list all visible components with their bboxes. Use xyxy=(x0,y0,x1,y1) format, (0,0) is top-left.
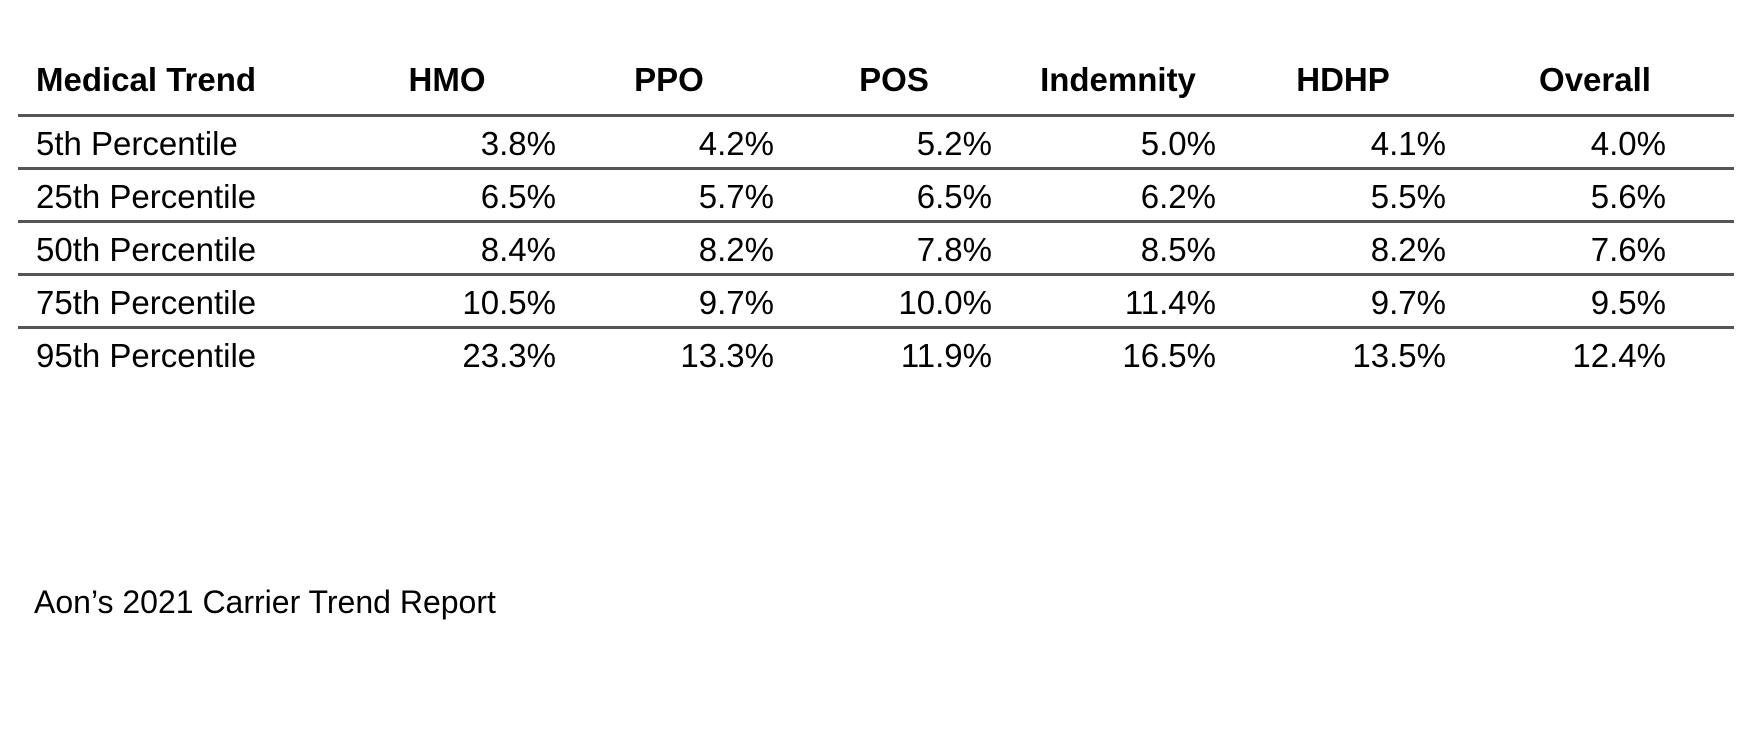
medical-trend-table-container: Medical Trend HMO PPO POS Indemnity HDHP… xyxy=(18,52,1734,380)
cell-indemnity: 5.0% xyxy=(1006,115,1230,170)
cell-hmo: 23.3% xyxy=(462,337,556,375)
header-overall: Overall xyxy=(1456,52,1734,117)
row-label: 50th Percentile xyxy=(18,221,338,276)
cell-hdhp: 5.5% xyxy=(1230,168,1456,223)
cell-overall: 5.6% xyxy=(1456,168,1734,223)
source-caption: Aon’s 2021 Carrier Trend Report xyxy=(34,584,496,620)
cell-ppo: 9.7% xyxy=(556,274,782,329)
cell-ppo: 8.2% xyxy=(556,221,782,276)
cell-hmo: 8.4% xyxy=(338,221,556,276)
cell-overall: 4.0% xyxy=(1456,115,1734,170)
table-row: 75th Percentile 10.5% 9.7% 10.0% 11.4% 9… xyxy=(18,274,1734,329)
medical-trend-table: Medical Trend HMO PPO POS Indemnity HDHP… xyxy=(18,52,1734,380)
header-hdhp: HDHP xyxy=(1230,52,1456,117)
table-row: 50th Percentile 8.4% 8.2% 7.8% 8.5% 8.2%… xyxy=(18,221,1734,276)
cell-hmo: 6.5% xyxy=(338,168,556,223)
cell-indemnity: 16.5% xyxy=(1122,337,1216,375)
cell-overall: 12.4% xyxy=(1572,337,1666,375)
table-row: 25th Percentile 6.5% 5.7% 6.5% 6.2% 5.5%… xyxy=(18,168,1734,223)
cell-hdhp: 9.7% xyxy=(1230,274,1456,329)
cell-overall: 9.5% xyxy=(1456,274,1734,329)
cell-overall: 7.6% xyxy=(1456,221,1734,276)
cell-ppo: 4.2% xyxy=(556,115,782,170)
cell-hmo: 3.8% xyxy=(338,115,556,170)
cell-hdhp: 4.1% xyxy=(1230,115,1456,170)
row-label: 95th Percentile xyxy=(36,337,257,375)
cell-indemnity: 8.5% xyxy=(1006,221,1230,276)
header-ppo: PPO xyxy=(556,52,782,117)
cell-pos: 7.8% xyxy=(782,221,1006,276)
cell-hdhp: 8.2% xyxy=(1230,221,1456,276)
header-pos: POS xyxy=(782,52,1006,117)
cell-hmo: 10.5% xyxy=(338,274,556,329)
cell-ppo: 13.3% xyxy=(680,337,774,375)
row-label: 25th Percentile xyxy=(18,168,338,223)
cell-pos: 5.2% xyxy=(782,115,1006,170)
table-header-row: Medical Trend HMO PPO POS Indemnity HDHP… xyxy=(18,52,1734,117)
cell-ppo: 5.7% xyxy=(556,168,782,223)
header-indemnity: Indemnity xyxy=(1006,52,1230,117)
cell-indemnity: 11.4% xyxy=(1006,274,1230,329)
cell-hdhp: 13.5% xyxy=(1352,337,1446,375)
row-label: 5th Percentile xyxy=(18,115,338,170)
row-label: 75th Percentile xyxy=(18,274,338,329)
header-medical-trend: Medical Trend xyxy=(18,52,338,117)
header-hmo: HMO xyxy=(338,52,556,117)
cell-indemnity: 6.2% xyxy=(1006,168,1230,223)
cell-pos: 10.0% xyxy=(782,274,1006,329)
table-row: 95th Percentile 23.3% 13.3% 11.9% 16.5% … xyxy=(18,327,1734,380)
cell-pos: 11.9% xyxy=(900,337,992,375)
cell-pos: 6.5% xyxy=(782,168,1006,223)
table-row: 5th Percentile 3.8% 4.2% 5.2% 5.0% 4.1% … xyxy=(18,115,1734,170)
